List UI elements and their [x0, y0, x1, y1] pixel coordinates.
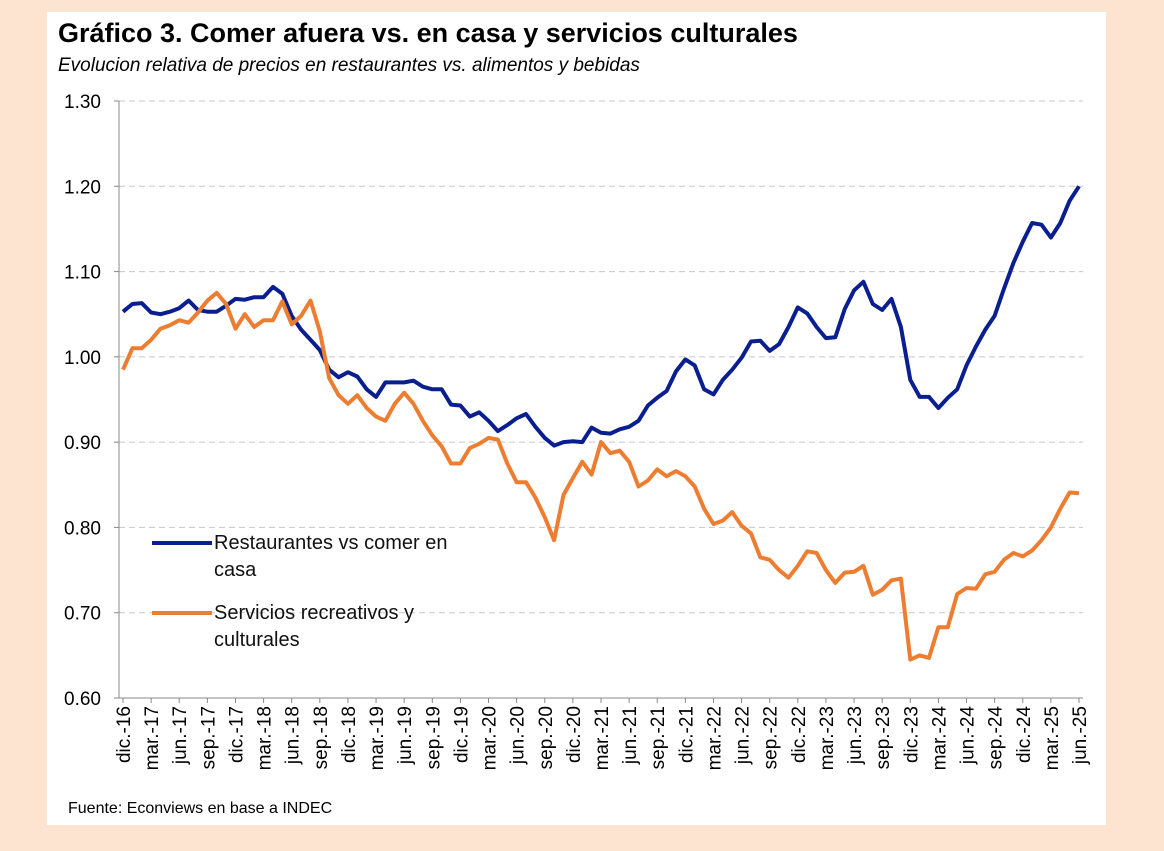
x-tick-label: mar.-19: [367, 706, 388, 770]
x-tick-label: dic.-19: [451, 706, 472, 763]
chart-title: Gráfico 3. Comer afuera vs. en casa y se…: [58, 18, 798, 48]
line-series: [121, 290, 1080, 662]
y-tick-label: 1.00: [64, 348, 101, 369]
y-tick-label: 1.10: [64, 263, 101, 284]
x-tick-label: jun.-18: [283, 706, 304, 765]
x-tick-label: sep.-24: [986, 706, 1007, 770]
x-tick-label: jun.-22: [733, 706, 754, 765]
y-tick-label: 1.20: [64, 177, 101, 198]
x-tick-label: jun.-20: [508, 706, 529, 765]
x-tick-label: dic.-16: [114, 706, 135, 763]
x-tick-label: jun.-24: [958, 706, 979, 766]
legend-label: Restaurantes vs comer en casa: [214, 532, 448, 581]
x-tick-label: mar.-21: [592, 706, 613, 770]
x-tick-label: dic.-18: [339, 706, 360, 763]
chart-subtitle: Evolucion relativa de precios en restaur…: [58, 55, 640, 76]
line-series: [121, 185, 1081, 448]
y-tick-label: 0.60: [64, 689, 101, 710]
x-tick-label: dic.-21: [676, 706, 697, 763]
x-tick-label: mar.-17: [142, 706, 163, 770]
x-tick-label: sep.-21: [648, 706, 669, 769]
x-tick-label: dic.-17: [226, 706, 247, 763]
x-tick-label: sep.-22: [761, 706, 782, 769]
x-tick-label: mar.-18: [255, 706, 276, 770]
x-tick-label: jun.-19: [395, 706, 416, 765]
x-tick-label: jun.-25: [1070, 706, 1091, 765]
y-tick-label: 0.70: [64, 604, 101, 625]
x-tick-label: sep.-23: [873, 706, 894, 769]
x-tick-label: mar.-22: [704, 706, 725, 770]
x-tick-label: sep.-20: [536, 706, 557, 769]
x-tick-label: sep.-18: [311, 706, 332, 769]
x-tick-label: dic.-20: [564, 706, 585, 763]
x-tick-label: mar.-25: [1042, 706, 1063, 770]
x-tick-label: mar.-24: [929, 706, 950, 771]
y-tick-label: 0.80: [64, 518, 101, 539]
x-tick-label: dic.-22: [789, 706, 810, 763]
x-tick-label: mar.-23: [817, 706, 838, 770]
x-tick-label: jun.-21: [620, 706, 641, 765]
x-tick-label: dic.-23: [901, 706, 922, 763]
source-note: Fuente: Econviews en base a INDEC: [68, 800, 333, 817]
legend-label: Servicios recreativos y culturales: [214, 602, 415, 651]
x-tick-label: sep.-19: [423, 706, 444, 769]
x-tick-label: jun.-23: [845, 706, 866, 765]
x-tick-label: sep.-17: [198, 706, 219, 769]
x-tick-label: dic.-24: [1014, 706, 1035, 763]
y-tick-label: 1.30: [64, 92, 101, 113]
x-tick-label: mar.-20: [480, 706, 501, 770]
chart-panel: [47, 12, 1106, 825]
y-tick-label: 0.90: [64, 433, 101, 454]
x-tick-label: jun.-17: [170, 706, 191, 765]
